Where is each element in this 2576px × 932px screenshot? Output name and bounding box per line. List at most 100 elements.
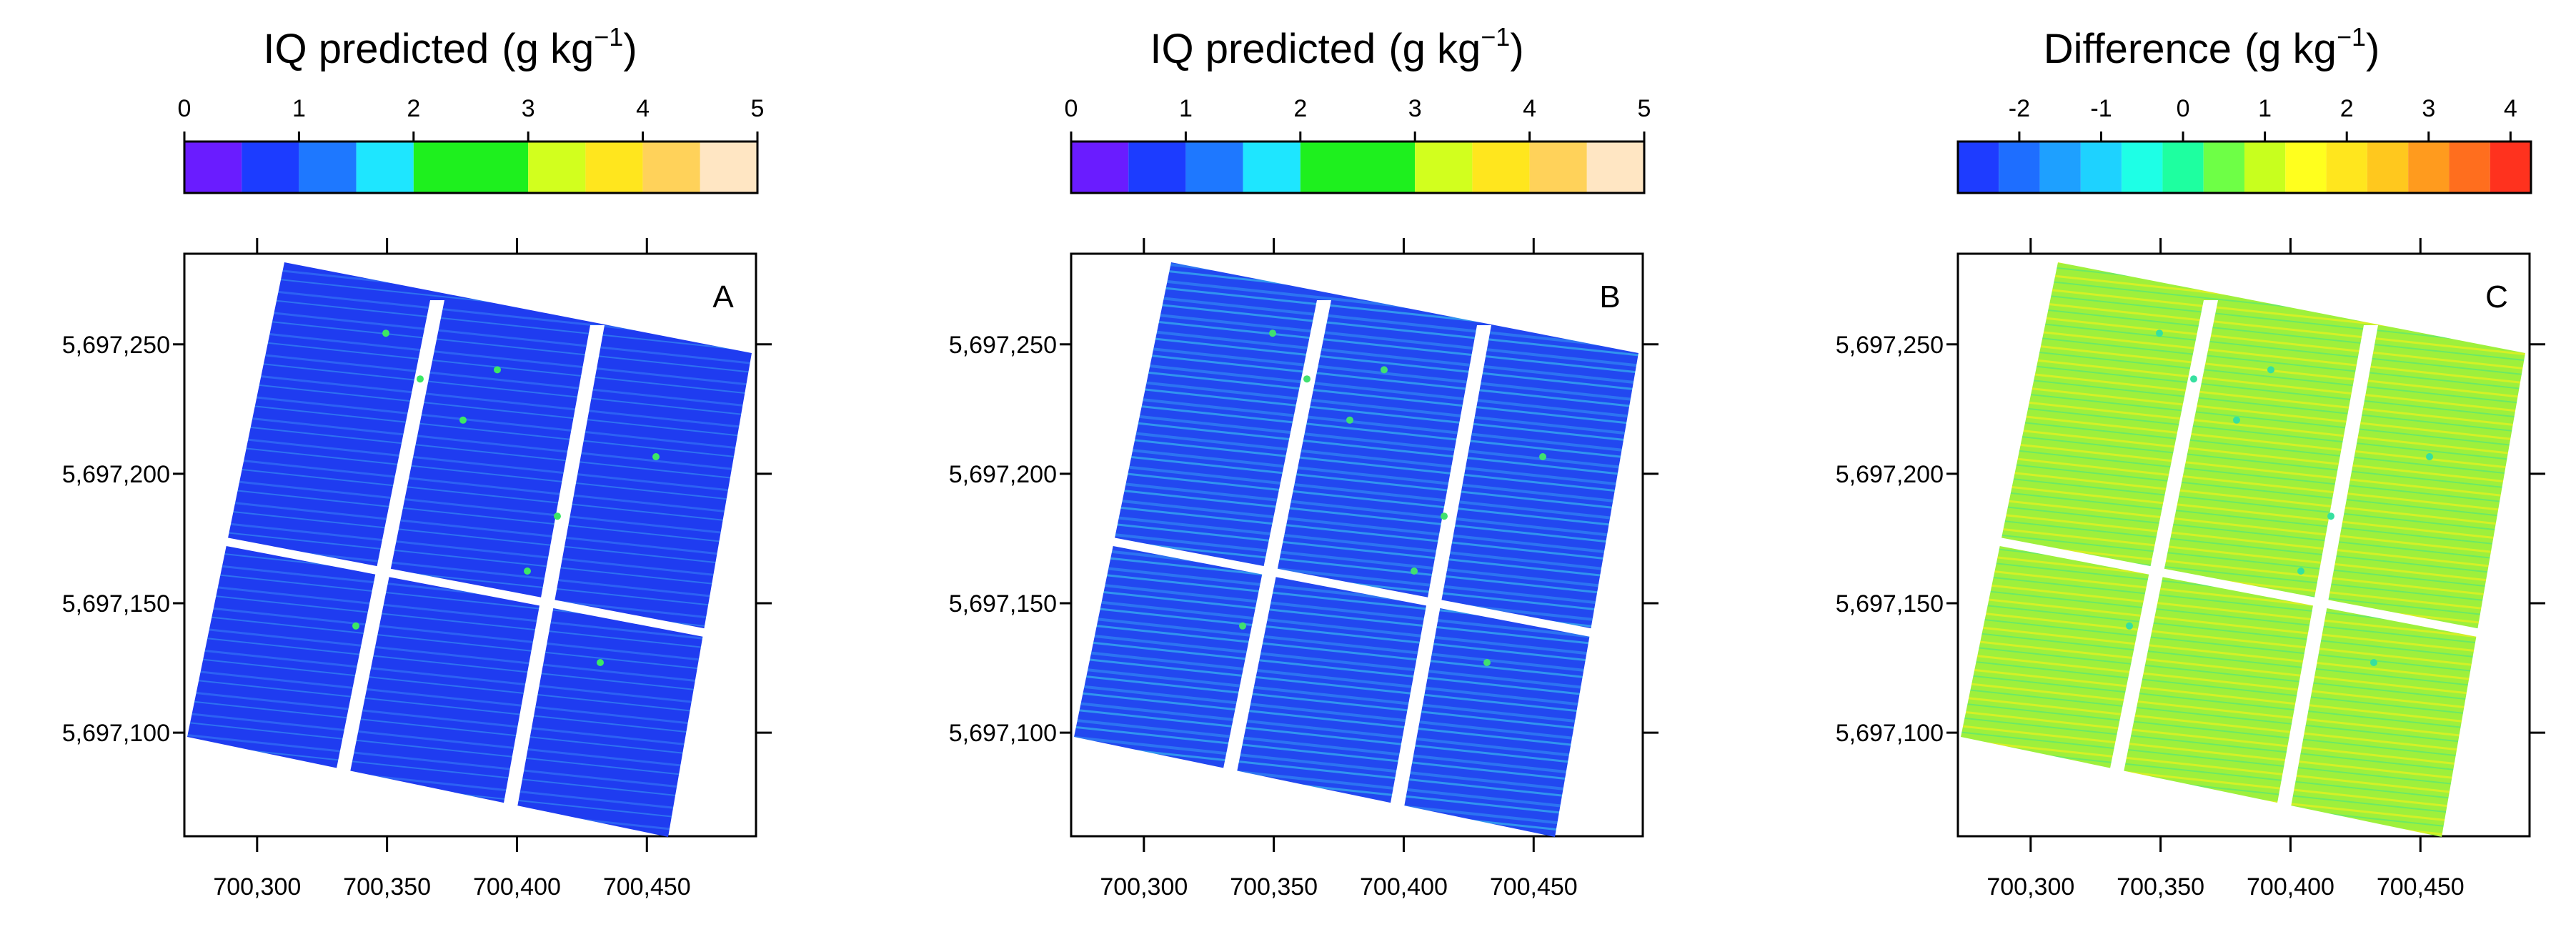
data-speck bbox=[382, 329, 389, 337]
colorbar-tick-label: 0 bbox=[1065, 95, 1078, 122]
y-axis: 5,697,100 5,697,150 5,697,200 5,697,250 bbox=[62, 332, 170, 747]
panel-letter: C bbox=[2485, 279, 2508, 314]
colorbar-swatch bbox=[1300, 142, 1416, 193]
data-speck bbox=[1346, 416, 1353, 424]
y-tick-label: 5,697,250 bbox=[1836, 332, 1944, 359]
data-speck bbox=[1441, 512, 1448, 520]
field-plots bbox=[1074, 262, 1638, 837]
colorbar-swatch bbox=[585, 142, 643, 193]
x-tick-label: 700,300 bbox=[1986, 873, 2074, 901]
y-tick-label: 5,697,250 bbox=[949, 332, 1057, 359]
y-tick-label: 5,697,250 bbox=[62, 332, 170, 359]
panel-c: Difference (g kg−1) -2 -1 0 1 2 3 4 C 700… bbox=[1836, 22, 2532, 901]
colorbar-swatch bbox=[2285, 142, 2327, 193]
x-axis: 700,300 700,350 700,400 700,450 bbox=[1986, 873, 2464, 901]
colorbar-frame bbox=[183, 140, 759, 194]
plot-gap bbox=[1974, 532, 2481, 638]
colorbar-tick-label: 1 bbox=[292, 95, 306, 122]
x-axis: 700,300 700,350 700,400 700,450 bbox=[1100, 873, 1577, 901]
colorbar-swatch bbox=[1243, 142, 1301, 193]
data-speck bbox=[2327, 512, 2334, 520]
colorbar-tick-label: 2 bbox=[407, 95, 420, 122]
colorbar-tick-label: 0 bbox=[2177, 95, 2190, 122]
y-axis: 5,697,100 5,697,150 5,697,200 5,697,250 bbox=[1836, 332, 1944, 747]
plot-gap bbox=[2107, 300, 2218, 786]
plot-gap bbox=[502, 325, 605, 815]
colorbar-swatch bbox=[2490, 142, 2531, 193]
colorbar-tick-label: 1 bbox=[1179, 95, 1193, 122]
plot-gap bbox=[1087, 532, 1594, 638]
data-speck bbox=[352, 622, 359, 630]
axis-tick-marks bbox=[173, 132, 2545, 852]
field-plot-area bbox=[1961, 262, 2525, 837]
colorbar-swatch bbox=[299, 142, 357, 193]
data-speck bbox=[2426, 453, 2433, 460]
colorbar-tick-label: 1 bbox=[2258, 95, 2272, 122]
data-speck bbox=[2156, 329, 2163, 337]
colorbar-tick-label: 3 bbox=[1408, 95, 1422, 122]
data-speck bbox=[524, 567, 531, 575]
colorbar-tick-label: 4 bbox=[1523, 95, 1536, 122]
colorbar-swatch bbox=[2244, 142, 2286, 193]
colorbar-swatch bbox=[242, 142, 299, 193]
data-speck bbox=[2370, 659, 2377, 666]
colorbar-swatch bbox=[1999, 142, 2040, 193]
x-axis: 700,300 700,350 700,400 700,450 bbox=[213, 873, 690, 901]
colorbar-swatch bbox=[413, 142, 529, 193]
x-tick-label: 700,450 bbox=[2377, 873, 2465, 901]
colorbar-frame bbox=[1070, 140, 1646, 194]
y-tick-label: 5,697,200 bbox=[1836, 461, 1944, 488]
data-speck bbox=[459, 416, 467, 424]
y-axis: 5,697,100 5,697,150 5,697,200 5,697,250 bbox=[949, 332, 1057, 747]
colorbar-ticks: -2 -1 0 1 2 3 4 bbox=[2009, 95, 2517, 122]
plot-gap bbox=[333, 300, 444, 786]
data-speck bbox=[652, 453, 660, 460]
y-tick-label: 5,697,150 bbox=[949, 590, 1057, 618]
data-speck bbox=[2233, 416, 2240, 424]
x-tick-label: 700,400 bbox=[473, 873, 561, 901]
colorbar-swatch bbox=[1958, 142, 1999, 193]
data-speck bbox=[417, 375, 424, 383]
field-plots bbox=[1961, 262, 2525, 837]
plot-gap bbox=[200, 532, 707, 638]
colorbar-swatch bbox=[1128, 142, 1186, 193]
data-speck bbox=[2267, 366, 2274, 374]
colorbar-tick-label: 2 bbox=[1293, 95, 1307, 122]
data-speck bbox=[2190, 375, 2197, 383]
colorbar bbox=[1070, 140, 1646, 194]
plot-gap bbox=[1388, 325, 1491, 815]
colorbar-tick-label: 3 bbox=[2422, 95, 2435, 122]
colorbar-swatch bbox=[184, 142, 242, 193]
colorbar-swatch bbox=[1415, 142, 1473, 193]
colorbar-tick-label: 4 bbox=[636, 95, 650, 122]
colorbar-swatch bbox=[356, 142, 414, 193]
data-speck bbox=[2297, 567, 2304, 575]
colorbar-swatch bbox=[2080, 142, 2122, 193]
data-speck bbox=[1239, 622, 1246, 630]
data-speck bbox=[554, 512, 561, 520]
field-plots bbox=[187, 262, 752, 837]
data-speck bbox=[1381, 366, 1388, 374]
colorbar-swatch bbox=[2039, 142, 2081, 193]
plot-gap bbox=[1220, 300, 1331, 786]
data-speck bbox=[1539, 453, 1546, 460]
colorbar-swatch bbox=[2449, 142, 2490, 193]
data-speck bbox=[1303, 375, 1311, 383]
data-speck bbox=[1483, 659, 1491, 666]
colorbar bbox=[183, 140, 759, 194]
y-tick-label: 5,697,100 bbox=[1836, 720, 1944, 747]
colorbar-swatch bbox=[528, 142, 586, 193]
colorbar-tick-label: 3 bbox=[522, 95, 535, 122]
colorbar-tick-label: 5 bbox=[751, 95, 765, 122]
x-tick-label: 700,350 bbox=[1230, 873, 1318, 901]
colorbar-swatch bbox=[2367, 142, 2409, 193]
colorbar-ticks: 0 1 2 3 4 5 bbox=[178, 95, 765, 122]
colorbar-tick-label: -2 bbox=[2009, 95, 2030, 122]
x-tick-label: 700,400 bbox=[2247, 873, 2334, 901]
panel-a: IQ predicted (g kg−1) 0 1 2 3 4 5 A 700,3… bbox=[62, 22, 765, 901]
x-tick-label: 700,300 bbox=[213, 873, 301, 901]
data-speck bbox=[597, 659, 604, 666]
x-tick-label: 700,350 bbox=[2117, 873, 2204, 901]
panel-title: IQ predicted (g kg−1) bbox=[263, 22, 637, 72]
data-speck bbox=[1269, 329, 1276, 337]
